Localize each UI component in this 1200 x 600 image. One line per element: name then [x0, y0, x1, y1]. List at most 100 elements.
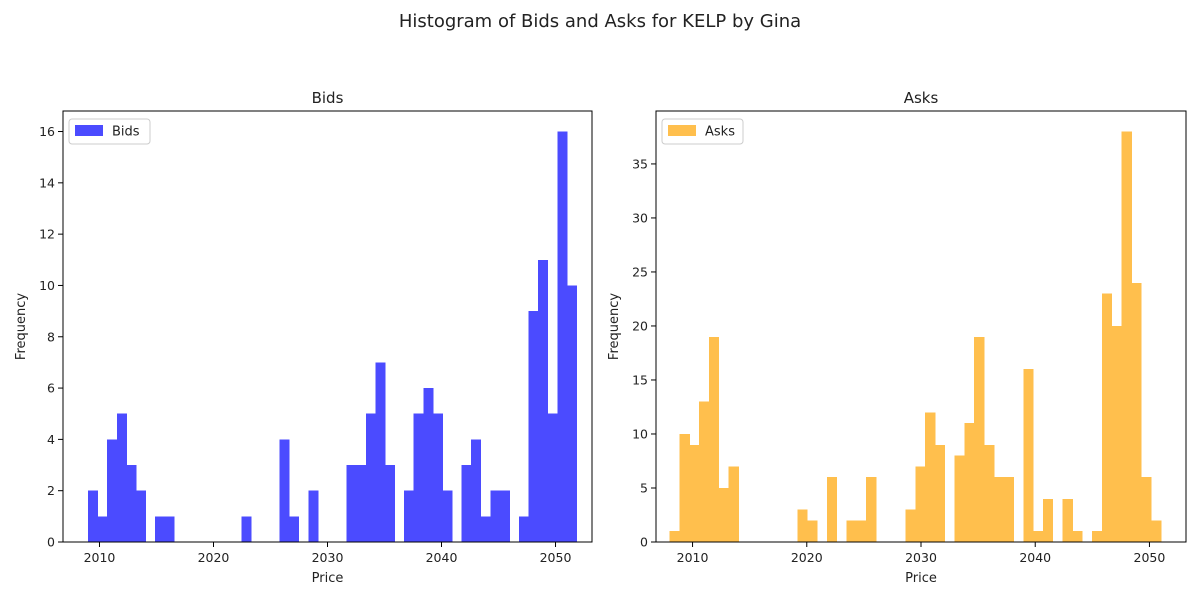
histogram-bar [538, 259, 549, 542]
y-axis-label: Frequency [607, 293, 622, 360]
histogram-bar [471, 439, 482, 542]
histogram-bar [1121, 131, 1132, 542]
histogram-bar [566, 285, 577, 542]
histogram-bar [346, 465, 357, 542]
histogram-bar [413, 413, 424, 542]
histogram-bar [116, 413, 127, 542]
figure-title: Histogram of Bids and Asks for KELP by G… [399, 11, 801, 32]
x-tick-label: 2030 [905, 550, 937, 565]
y-tick-label: 10 [632, 426, 648, 441]
histogram-bar [925, 412, 936, 542]
histogram-bar [384, 465, 395, 542]
y-tick-label: 6 [47, 381, 55, 396]
histogram-bar [1111, 325, 1122, 542]
histogram-bar [490, 490, 501, 542]
histogram-bar [279, 439, 290, 542]
x-axis-label: Price [905, 571, 937, 586]
histogram-bars [88, 131, 577, 542]
y-tick-label: 30 [632, 210, 648, 225]
x-tick-label: 2020 [791, 550, 823, 565]
x-tick-label: 2010 [677, 550, 709, 565]
histogram-bar [1023, 369, 1034, 542]
x-tick-label: 2030 [312, 550, 344, 565]
histogram-bar [797, 509, 808, 542]
histogram-bar [669, 531, 680, 542]
plot-frame [62, 110, 593, 543]
histogram-bar [480, 516, 491, 542]
legend-label: Asks [705, 125, 735, 140]
x-tick-label: 2050 [1134, 550, 1166, 565]
histogram-bar [547, 413, 558, 542]
legend-swatch [75, 125, 103, 136]
x-tick-label: 2020 [198, 550, 230, 565]
histogram-bar [846, 520, 857, 542]
histogram-bar [107, 439, 118, 542]
histogram-bar [442, 490, 453, 542]
y-tick-label: 0 [640, 535, 648, 550]
histogram-bar [1072, 531, 1083, 542]
legend: Asks [661, 118, 744, 145]
y-tick-label: 5 [640, 480, 648, 495]
histogram-bar [807, 520, 818, 542]
histogram-bar [155, 516, 166, 542]
y-tick-label: 12 [39, 227, 55, 242]
histogram-bar [289, 516, 300, 542]
histogram-bar [866, 477, 877, 542]
asks-panel: 2010 2020 2030 2040 2050 0 5 10 15 20 25 30 35 Asks Pr… [607, 89, 1187, 586]
y-tick-label: 25 [632, 264, 648, 279]
histogram-bar [528, 311, 539, 542]
histogram-bar [1151, 520, 1162, 542]
histogram-bar [1042, 498, 1054, 542]
histogram-bar [241, 516, 252, 542]
y-tick-label: 15 [632, 372, 648, 387]
histogram-bar [1062, 498, 1073, 542]
panel-title: Asks [904, 89, 939, 107]
histogram-bar [88, 490, 99, 542]
histogram-bar [404, 490, 415, 542]
histogram-bar [461, 465, 472, 542]
histogram-bar [499, 490, 510, 542]
histogram-bar [699, 401, 710, 542]
histogram-bar [164, 516, 175, 542]
y-tick-label: 8 [47, 329, 55, 344]
x-tick-label: 2040 [1019, 550, 1051, 565]
histogram-bar [718, 487, 730, 542]
histogram-bar [689, 444, 700, 542]
histogram-bar [915, 466, 926, 542]
histogram-bar [934, 444, 946, 542]
histogram-bar [126, 465, 137, 542]
y-axis-label: Frequency [14, 293, 29, 360]
histogram-bar [365, 413, 376, 542]
histogram-bar [984, 444, 995, 542]
histogram-bar [905, 509, 916, 542]
bids-panel: 2010 2020 2030 2040 2050 0 2 4 6 8 10 12 14 16 Bids Pri… [14, 89, 593, 586]
histogram-bar [1131, 282, 1142, 542]
y-tick-label: 2 [47, 483, 55, 498]
histogram-bar [974, 336, 985, 542]
histogram-bar [375, 362, 386, 542]
panel-title: Bids [312, 89, 344, 107]
y-tick-label: 20 [632, 318, 648, 333]
histogram-bar [709, 336, 720, 542]
histogram-bars [669, 131, 1162, 542]
histogram-bar [954, 455, 965, 542]
histogram-bar [519, 516, 530, 542]
x-axis-label: Price [312, 571, 344, 586]
legend: Bids [68, 118, 151, 145]
histogram-bar [728, 466, 739, 542]
y-tick-label: 16 [39, 124, 55, 139]
y-tick-label: 4 [47, 432, 55, 447]
histogram-bar [97, 516, 108, 542]
histogram-bar [1092, 531, 1103, 542]
histogram-bar [856, 520, 867, 542]
histogram-bar [308, 490, 319, 542]
histogram-bar [1003, 477, 1014, 542]
x-tick-label: 2050 [540, 550, 572, 565]
histogram-bar [993, 477, 1005, 542]
y-tick-label: 0 [47, 535, 55, 550]
histogram-bar [135, 490, 146, 542]
y-tick-label: 35 [632, 156, 648, 171]
histogram-bar [1101, 293, 1113, 542]
histogram-bar [1033, 531, 1044, 542]
histogram-bar [356, 465, 367, 542]
